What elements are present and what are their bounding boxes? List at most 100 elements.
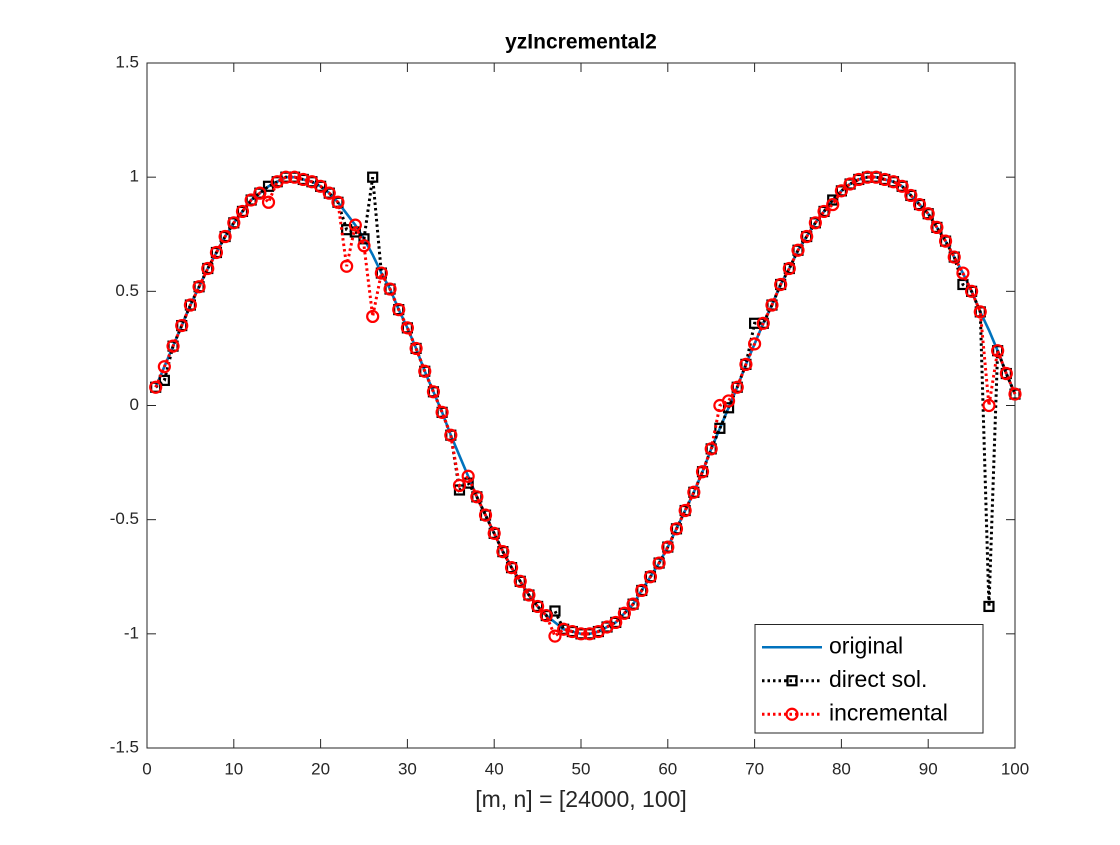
x-tick-label: 90	[919, 759, 938, 778]
marker	[192, 280, 206, 294]
marker	[739, 357, 753, 371]
marker	[774, 277, 788, 292]
marker	[687, 485, 701, 499]
x-tick-label: 70	[745, 759, 764, 778]
marker	[721, 394, 736, 408]
marker	[635, 583, 649, 598]
marker	[904, 188, 918, 203]
marker	[983, 600, 995, 613]
marker	[991, 344, 1005, 358]
marker	[643, 570, 658, 584]
marker	[157, 360, 171, 374]
marker	[747, 337, 762, 351]
marker	[530, 599, 545, 614]
x-tick-label: 0	[142, 759, 151, 778]
marker	[730, 380, 744, 394]
marker	[340, 259, 354, 273]
chart-title: yzIncremental2	[505, 31, 657, 54]
marker	[261, 195, 276, 209]
marker	[574, 627, 588, 641]
marker	[149, 380, 163, 394]
marker	[930, 220, 944, 234]
marker	[786, 675, 798, 687]
marker	[765, 298, 779, 312]
marker	[400, 321, 414, 335]
marker	[565, 624, 579, 639]
marker	[452, 478, 467, 493]
marker	[878, 172, 892, 187]
marker	[470, 490, 484, 504]
marker	[912, 197, 927, 212]
marker	[357, 239, 371, 253]
y-tick-label: 1	[130, 167, 139, 186]
marker	[366, 309, 380, 324]
marker	[826, 197, 840, 212]
marker	[895, 179, 909, 193]
marker	[227, 216, 241, 230]
marker	[461, 469, 475, 483]
marker	[374, 266, 388, 280]
marker	[652, 556, 666, 570]
marker	[982, 398, 996, 413]
marker	[218, 229, 232, 244]
x-axis-label: [m, n] = [24000, 100]	[475, 786, 687, 812]
y-tick-label: 1.5	[115, 52, 139, 71]
marker	[938, 234, 953, 248]
marker	[418, 364, 432, 378]
marker	[964, 284, 979, 298]
marker	[626, 597, 640, 611]
marker	[367, 171, 379, 183]
marker	[287, 170, 302, 184]
marker	[331, 195, 345, 209]
marker	[617, 606, 632, 620]
marker	[166, 339, 180, 353]
marker	[808, 216, 822, 230]
y-tick-label: -0.5	[110, 509, 139, 528]
marker	[921, 207, 935, 221]
marker	[235, 204, 250, 219]
marker	[175, 318, 189, 333]
marker	[314, 179, 328, 193]
marker	[539, 608, 553, 623]
marker	[209, 245, 224, 260]
marker	[714, 422, 726, 434]
y-tick-label: 0	[130, 395, 139, 414]
x-tick-label: 30	[398, 759, 417, 778]
y-tick-label: -1	[124, 623, 139, 642]
marker	[557, 622, 571, 636]
legend-label: incremental	[829, 699, 948, 725]
marker	[756, 316, 770, 330]
marker	[704, 442, 718, 456]
marker	[956, 266, 970, 280]
marker	[661, 540, 675, 554]
marker	[504, 561, 519, 575]
marker	[947, 250, 961, 264]
marker	[409, 341, 423, 356]
marker	[496, 545, 510, 559]
x-tick-label: 100	[1001, 759, 1029, 778]
marker	[253, 186, 267, 200]
marker	[392, 303, 406, 317]
marker	[609, 615, 623, 630]
x-tick-label: 80	[832, 759, 851, 778]
marker	[852, 172, 866, 187]
marker	[999, 366, 1013, 381]
marker	[487, 526, 501, 540]
marker	[817, 204, 831, 219]
x-tick-label: 20	[311, 759, 330, 778]
x-tick-label: 40	[485, 759, 504, 778]
marker	[1008, 387, 1022, 401]
legend-label: original	[829, 632, 903, 658]
marker	[800, 229, 814, 244]
marker	[834, 184, 849, 198]
marker	[973, 305, 987, 319]
marker	[435, 405, 449, 419]
marker	[348, 218, 362, 232]
marker	[426, 385, 441, 399]
marker	[678, 503, 692, 518]
x-tick-label: 10	[224, 759, 243, 778]
series	[149, 170, 1022, 643]
marker	[279, 170, 293, 184]
legend-box	[754, 624, 984, 734]
